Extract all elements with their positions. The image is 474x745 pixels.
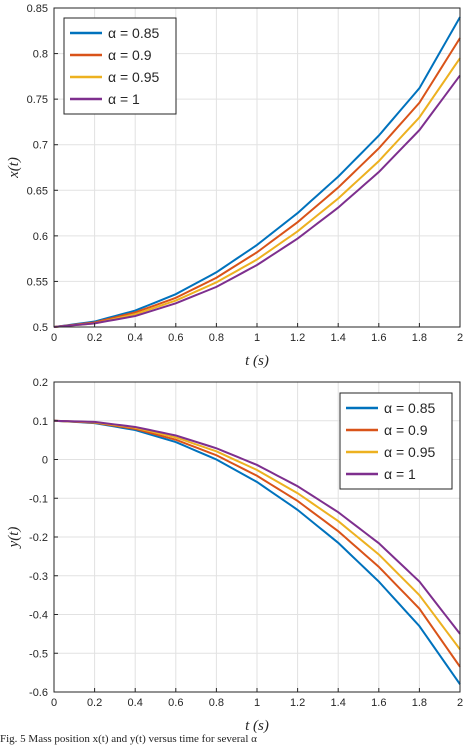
x-tick-label: 1.2 bbox=[290, 332, 305, 344]
x-tick-label: 1.2 bbox=[290, 697, 305, 709]
x-tick-label: 0.2 bbox=[87, 697, 102, 709]
y-tick-label: 0.65 bbox=[27, 185, 48, 197]
y-tick-label: -0.4 bbox=[29, 610, 48, 622]
x-tick-label: 0 bbox=[51, 697, 57, 709]
x-tick-label: 0.6 bbox=[168, 332, 183, 344]
x-tick-label: 1.6 bbox=[371, 697, 386, 709]
y-tick-label: -0.1 bbox=[29, 493, 48, 505]
x-tick-label: 1 bbox=[254, 332, 260, 344]
x-tick-label: 1.8 bbox=[412, 697, 427, 709]
legend-label-3: α = 1 bbox=[108, 91, 140, 107]
figure-caption: Fig. 5 Mass position x(t) and y(t) versu… bbox=[0, 733, 257, 745]
legend-label-3: α = 1 bbox=[384, 466, 416, 482]
x-position-chart: 0 0.2 0.4 0.6 0.8 1 1.2 1.4 1.6 1.8 2 0.5 0.55 0.6 0.6… bbox=[6, 3, 463, 369]
x-tick-label: 2 bbox=[457, 332, 463, 344]
y-tick-label: 0.85 bbox=[27, 3, 48, 15]
legend-label-0: α = 0.85 bbox=[384, 400, 436, 416]
series-line-0 bbox=[53, 16, 461, 328]
legend-label-0: α = 0.85 bbox=[108, 25, 160, 41]
x-tick-label: 0 bbox=[51, 332, 57, 344]
y-tick-label: 0.2 bbox=[33, 377, 48, 389]
y-tick-label: 0.55 bbox=[27, 276, 48, 288]
legend-label-1: α = 0.9 bbox=[108, 47, 152, 63]
x-tick-label: 1.6 bbox=[371, 332, 386, 344]
series-line-3 bbox=[53, 419, 461, 635]
series-line-2 bbox=[53, 57, 461, 328]
y-tick-label: 0 bbox=[42, 455, 48, 467]
x-tick-label: 1.4 bbox=[331, 697, 346, 709]
x-tick-label: 1 bbox=[254, 697, 260, 709]
x-tick-label: 1.8 bbox=[412, 332, 427, 344]
x-tick-label: 0.4 bbox=[128, 332, 143, 344]
series-line-1 bbox=[53, 37, 461, 328]
legend: α = 0.85 α = 0.9 α = 0.95 α = 1 bbox=[339, 392, 453, 490]
y-tick-label: 0.8 bbox=[33, 49, 48, 61]
x-tick-label: 2 bbox=[457, 697, 463, 709]
x-tick-label: 0.8 bbox=[209, 697, 224, 709]
y-tick-label: -0.6 bbox=[29, 687, 48, 699]
x-tick-label: 0.8 bbox=[209, 332, 224, 344]
y-tick-label: 0.5 bbox=[33, 322, 48, 334]
y-tick-label: 0.7 bbox=[33, 140, 48, 152]
legend-label-2: α = 0.95 bbox=[108, 69, 160, 85]
y-tick-label: -0.2 bbox=[29, 532, 48, 544]
x-axis-label: t (s) bbox=[245, 353, 269, 369]
legend-label-2: α = 0.95 bbox=[384, 444, 436, 460]
y-tick-label: 0.75 bbox=[27, 94, 48, 106]
legend-label-1: α = 0.9 bbox=[384, 422, 428, 438]
x-tick-label: 1.4 bbox=[331, 332, 346, 344]
y-axis-label: y(t) bbox=[6, 527, 22, 550]
y-tick-label: -0.3 bbox=[29, 571, 48, 583]
y-tick-label: 0.6 bbox=[33, 231, 48, 243]
y-tick-label: -0.5 bbox=[29, 648, 48, 660]
series-line-3 bbox=[53, 74, 461, 328]
x-tick-label: 0.4 bbox=[128, 697, 143, 709]
x-axis-label: t (s) bbox=[245, 718, 269, 734]
x-tick-label: 0.2 bbox=[87, 332, 102, 344]
y-axis-label: x(t) bbox=[6, 157, 22, 179]
y-position-chart: 0 0.2 0.4 0.6 0.8 1 1.2 1.4 1.6 1.8 2 -0.6 -0.5 -0.4 -… bbox=[6, 377, 463, 734]
y-tick-label: 0.1 bbox=[33, 416, 48, 428]
legend: α = 0.85 α = 0.9 α = 0.95 α = 1 bbox=[63, 17, 177, 115]
x-tick-label: 0.6 bbox=[168, 697, 183, 709]
